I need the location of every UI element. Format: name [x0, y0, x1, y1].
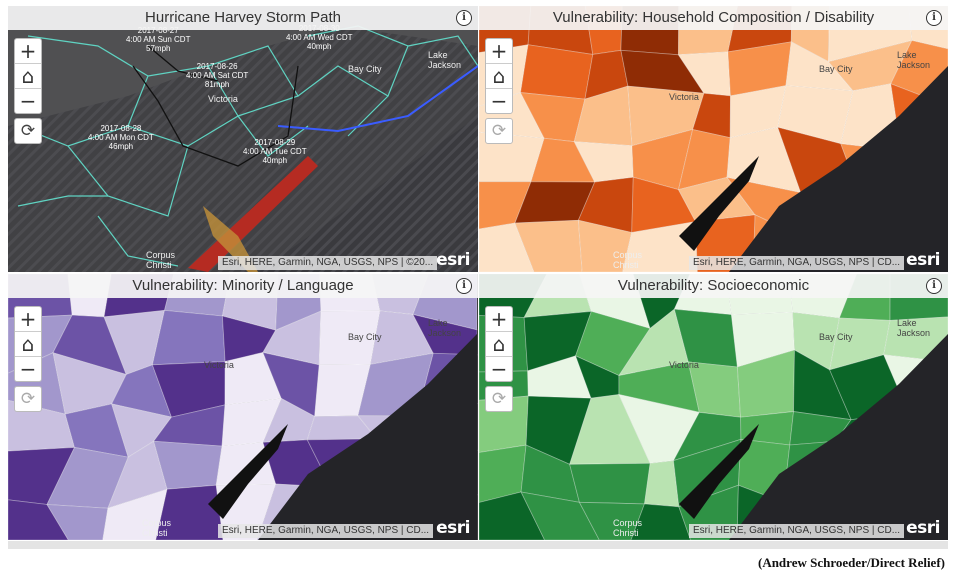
- place-victoria: Victoria: [204, 360, 234, 370]
- county-region[interactable]: [520, 44, 594, 100]
- household-map-panel[interactable]: Bay City Lake Jackson Victoria Corpus Ch…: [479, 6, 948, 272]
- zoom-out-button[interactable]: −: [490, 357, 508, 381]
- bay-water: [208, 424, 288, 519]
- gulf-water: [729, 66, 948, 272]
- photo-credit: (Andrew Schroeder/Direct Relief): [757, 555, 945, 570]
- zoom-controls: + ⌂ −: [14, 306, 42, 382]
- storm-point-label: 2017-08-29 4:00 AM Tue CDT 40mph: [243, 138, 307, 165]
- zoom-in-button[interactable]: +: [15, 307, 41, 332]
- info-icon[interactable]: i: [456, 10, 472, 26]
- storm-point-label: 2017-08-26 4:00 AM Sat CDT 81mph: [186, 62, 249, 89]
- place-lake-jackson: Lake Jackson: [428, 50, 462, 70]
- county-region[interactable]: [514, 219, 583, 272]
- county-region[interactable]: [479, 222, 535, 272]
- county-region[interactable]: [622, 221, 698, 272]
- info-icon[interactable]: i: [926, 278, 942, 294]
- storm-point-label: 2017-08-28 4:00 AM Mon CDT 46mph: [88, 124, 154, 151]
- county-region[interactable]: [569, 462, 651, 505]
- county-region[interactable]: [578, 501, 646, 540]
- county-region[interactable]: [46, 504, 109, 540]
- zoom-out-button[interactable]: −: [490, 89, 508, 113]
- county-region[interactable]: [151, 309, 226, 366]
- home-button[interactable]: ⌂: [486, 64, 512, 89]
- place-lake-jackson: Lake Jackson: [897, 318, 931, 338]
- bay-water: [679, 156, 759, 251]
- county-region[interactable]: [644, 460, 680, 508]
- panel-title: Vulnerability: Household Composition / D…: [479, 6, 948, 30]
- place-lake-jackson: Lake Jackson: [897, 50, 931, 70]
- place-lake-jackson: Lake Jackson: [428, 318, 462, 338]
- place-corpus-christi: Corpus Christi: [613, 518, 643, 538]
- zoom-controls: + ⌂ −: [485, 38, 513, 114]
- home-button[interactable]: ⌂: [15, 332, 41, 357]
- info-icon[interactable]: i: [456, 278, 472, 294]
- panel-title-text: Vulnerability: Minority / Language: [132, 277, 354, 294]
- panel-title: Vulnerability: Minority / Language: [8, 274, 478, 298]
- place-corpus-christi: Corpus Christi: [142, 518, 172, 538]
- gulf-water: [729, 334, 948, 540]
- place-corpus-christi: Corpus Christi: [613, 250, 643, 270]
- refresh-button[interactable]: ⟳: [14, 118, 42, 144]
- county-region[interactable]: [630, 503, 692, 540]
- refresh-button[interactable]: ⟳: [485, 118, 513, 144]
- household-map[interactable]: [479, 6, 948, 272]
- zoom-in-button[interactable]: +: [486, 39, 512, 64]
- map-attribution: Esri, HERE, Garmin, NGA, USGS, NPS | CD.…: [689, 524, 905, 538]
- esri-logo: esri: [906, 250, 940, 270]
- place-bay-city: Bay City: [348, 64, 382, 74]
- county-region[interactable]: [102, 488, 168, 540]
- bottom-scroll-strip: [8, 541, 948, 549]
- place-victoria: Victoria: [208, 94, 238, 104]
- minority-map[interactable]: [8, 274, 478, 540]
- storm-point-label: 2017-08-27 4:00 AM Sun CDT 57mph: [126, 26, 191, 53]
- panel-title-text: Vulnerability: Household Composition / D…: [552, 9, 875, 26]
- socioeconomic-map[interactable]: [479, 274, 948, 540]
- county-region[interactable]: [155, 484, 224, 540]
- county-region[interactable]: [8, 499, 69, 540]
- panel-title-text: Hurricane Harvey Storm Path: [145, 9, 341, 26]
- minority-map-panel[interactable]: Bay City Lake Jackson Victoria Corpus Ch…: [8, 274, 478, 540]
- panel-title-text: Vulnerability: Socioeconomic: [617, 277, 810, 294]
- refresh-button[interactable]: ⟳: [14, 386, 42, 412]
- zoom-controls: + ⌂ −: [14, 38, 42, 114]
- place-corpus-christi: Corpus Christi: [146, 250, 176, 270]
- esri-logo: esri: [436, 518, 470, 538]
- county-region[interactable]: [577, 219, 633, 272]
- zoom-out-button[interactable]: −: [19, 89, 37, 113]
- county-region[interactable]: [520, 491, 600, 540]
- esri-logo: esri: [436, 250, 470, 270]
- storm-path-map[interactable]: [8, 6, 478, 272]
- bay-water: [679, 424, 759, 519]
- county-region[interactable]: [479, 491, 546, 540]
- storm-path-map-panel[interactable]: 2017-08-27 4:00 AM Sun CDT 57mph 2017-08…: [8, 6, 478, 272]
- home-button[interactable]: ⌂: [486, 332, 512, 357]
- zoom-in-button[interactable]: +: [15, 39, 41, 64]
- map-attribution: Esri, HERE, Garmin, NGA, USGS, NPS | CD.…: [218, 524, 434, 538]
- place-bay-city: Bay City: [819, 64, 853, 74]
- panel-title: Hurricane Harvey Storm Path: [8, 6, 478, 30]
- place-victoria: Victoria: [669, 92, 699, 102]
- gulf-water: [258, 334, 477, 540]
- place-bay-city: Bay City: [348, 332, 382, 342]
- zoom-controls: + ⌂ −: [485, 306, 513, 382]
- place-victoria: Victoria: [669, 360, 699, 370]
- map-attribution: Esri, HERE, Garmin, NGA, USGS, NPS | CD.…: [689, 256, 905, 270]
- home-button[interactable]: ⌂: [15, 64, 41, 89]
- zoom-in-button[interactable]: +: [486, 307, 512, 332]
- esri-logo: esri: [906, 518, 940, 538]
- zoom-out-button[interactable]: −: [19, 357, 37, 381]
- panel-title: Vulnerability: Socioeconomic: [479, 274, 948, 298]
- info-icon[interactable]: i: [926, 10, 942, 26]
- refresh-button[interactable]: ⟳: [485, 386, 513, 412]
- socioeconomic-map-panel[interactable]: Bay City Lake Jackson Victoria Corpus Ch…: [479, 274, 948, 540]
- place-bay-city: Bay City: [819, 332, 853, 342]
- map-attribution: Esri, HERE, Garmin, NGA, USGS, NPS | ©20…: [218, 256, 438, 270]
